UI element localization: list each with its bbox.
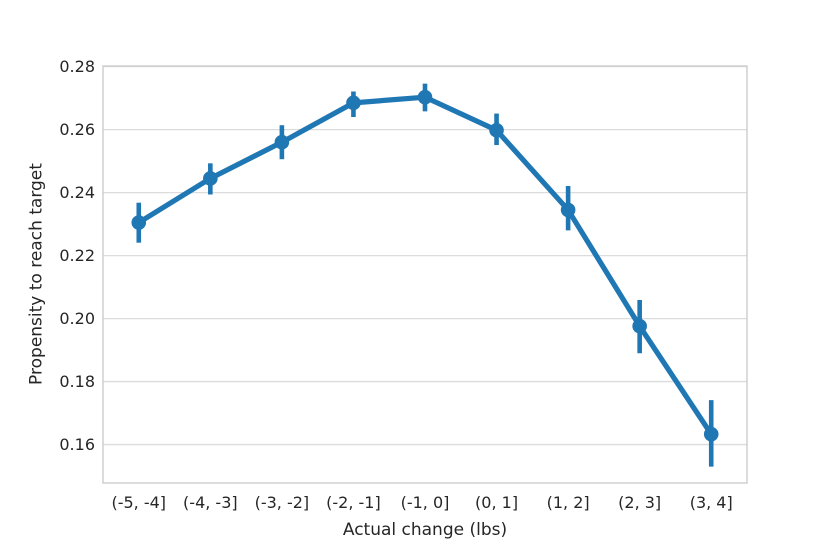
x-tick-label: (-4, -3] [183, 493, 238, 512]
data-point-marker [560, 202, 576, 218]
x-tick-label: (-2, -1] [326, 493, 381, 512]
y-tick-label: 0.28 [59, 57, 95, 76]
y-tick-label: 0.24 [59, 183, 95, 202]
y-axis-label: Propensity to reach target [26, 163, 47, 385]
y-tick-label: 0.18 [59, 372, 95, 391]
x-tick-label: (0, 1] [475, 493, 518, 512]
data-point-marker [417, 89, 433, 105]
data-point-marker [346, 95, 361, 111]
data-point-marker [131, 215, 147, 230]
x-tick-label: (2, 3] [618, 493, 661, 512]
plot-frame [102, 65, 748, 484]
data-point-marker [632, 318, 647, 334]
y-tick-label: 0.16 [59, 435, 95, 454]
x-tick-label: (-3, -2] [255, 493, 310, 512]
x-tick-label: (3, 4] [690, 493, 733, 512]
series-line [136, 94, 714, 437]
x-axis-label: Actual change (lbs) [342, 520, 508, 540]
data-point-marker [703, 426, 719, 442]
x-tick-label: (1, 2] [547, 493, 590, 512]
data-point-marker [274, 134, 290, 150]
data-point-marker [203, 171, 218, 186]
x-tick-label: (-5, -4] [111, 493, 166, 512]
y-tick-label: 0.22 [59, 246, 95, 265]
data-point-marker [489, 122, 504, 138]
x-tick-label: (-1, 0] [401, 493, 450, 512]
y-tick-label: 0.20 [59, 309, 95, 328]
y-tick-label: 0.26 [59, 120, 95, 139]
